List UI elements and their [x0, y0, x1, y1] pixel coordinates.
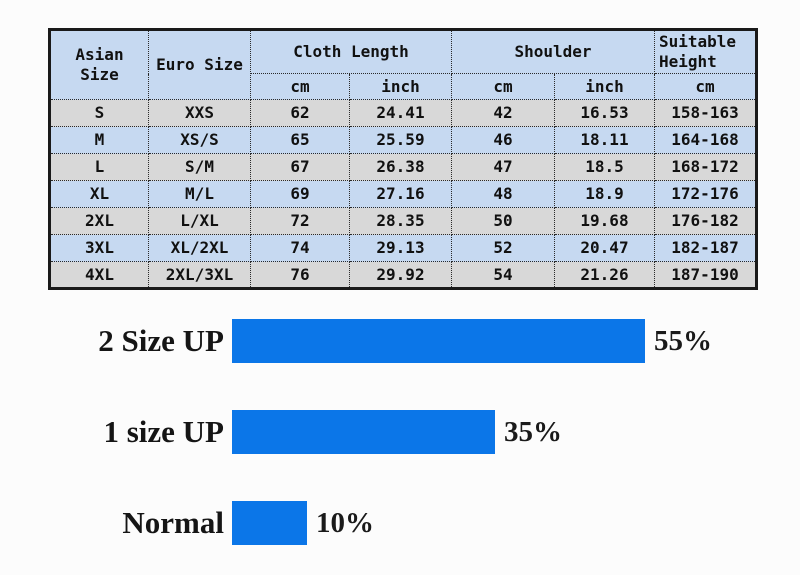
header-euro-size: Euro Size: [148, 29, 251, 100]
cell-cloth-length-cm: 76: [250, 261, 350, 289]
header-suitable-height: Suitable Height: [654, 29, 757, 74]
header-cloth-length: Cloth Length: [250, 29, 452, 74]
cell-shoulder-cm: 47: [451, 153, 555, 181]
cell-shoulder-cm: 48: [451, 180, 555, 208]
cell-shoulder-inch: 18.11: [554, 126, 655, 154]
header-shoulder-inch: inch: [554, 73, 655, 100]
cell-cloth-length-inch: 28.35: [349, 207, 452, 235]
cell-euro-size: XXS: [148, 99, 251, 127]
cell-asian-size: M: [49, 126, 149, 154]
header-height-cm: cm: [654, 73, 757, 100]
table-row: 2XL L/XL 72 28.35 50 19.68 176-182: [49, 207, 757, 235]
cell-asian-size: XL: [49, 180, 149, 208]
cell-shoulder-inch: 20.47: [554, 234, 655, 262]
cell-euro-size: XS/S: [148, 126, 251, 154]
cell-cloth-length-inch: 29.92: [349, 261, 452, 289]
size-table: Asian Size Euro Size Cloth Length Should…: [48, 28, 758, 290]
cell-shoulder-inch: 18.9: [554, 180, 655, 208]
cell-cloth-length-cm: 65: [250, 126, 350, 154]
cell-asian-size: 4XL: [49, 261, 149, 289]
chart-row: Normal 10%: [0, 500, 800, 546]
cell-asian-size: 3XL: [49, 234, 149, 262]
cell-shoulder-inch: 21.26: [554, 261, 655, 289]
cell-suitable-height-cm: 176-182: [654, 207, 757, 235]
cell-shoulder-inch: 16.53: [554, 99, 655, 127]
size-table-body: S XXS 62 24.41 42 16.53 158-163 M XS/S 65 25.59 46 1…: [49, 99, 757, 289]
header-cloth-cm: cm: [250, 73, 350, 100]
bar-category-label: Normal: [122, 505, 224, 540]
size-table-header: Asian Size Euro Size Cloth Length Should…: [49, 29, 757, 100]
size-up-bar-chart: 2 Size UP 55% 1 size UP 35% Normal 10%: [0, 318, 800, 546]
header-cloth-inch: inch: [349, 73, 452, 100]
table-row: M XS/S 65 25.59 46 18.11 164-168: [49, 126, 757, 154]
cell-shoulder-cm: 42: [451, 99, 555, 127]
table-row: L S/M 67 26.38 47 18.5 168-172: [49, 153, 757, 181]
cell-cloth-length-inch: 24.41: [349, 99, 452, 127]
cell-cloth-length-cm: 69: [250, 180, 350, 208]
header-shoulder-cm: cm: [451, 73, 555, 100]
cell-asian-size: S: [49, 99, 149, 127]
cell-cloth-length-cm: 62: [250, 99, 350, 127]
cell-shoulder-inch: 19.68: [554, 207, 655, 235]
cell-suitable-height-cm: 182-187: [654, 234, 757, 262]
cell-suitable-height-cm: 168-172: [654, 153, 757, 181]
chart-row: 2 Size UP 55%: [0, 318, 800, 364]
bar-category-label: 1 size UP: [103, 414, 224, 449]
bar-category-label: 2 Size UP: [98, 323, 224, 358]
cell-asian-size: L: [49, 153, 149, 181]
cell-suitable-height-cm: 187-190: [654, 261, 757, 289]
cell-cloth-length-cm: 74: [250, 234, 350, 262]
table-row: XL M/L 69 27.16 48 18.9 172-176: [49, 180, 757, 208]
cell-shoulder-cm: 54: [451, 261, 555, 289]
table-row: S XXS 62 24.41 42 16.53 158-163: [49, 99, 757, 127]
cell-euro-size: XL/2XL: [148, 234, 251, 262]
cell-suitable-height-cm: 172-176: [654, 180, 757, 208]
cell-cloth-length-inch: 26.38: [349, 153, 452, 181]
cell-asian-size: 2XL: [49, 207, 149, 235]
cell-euro-size: 2XL/3XL: [148, 261, 251, 289]
cell-suitable-height-cm: 158-163: [654, 99, 757, 127]
bar: [232, 501, 307, 545]
cell-shoulder-cm: 52: [451, 234, 555, 262]
cell-shoulder-cm: 46: [451, 126, 555, 154]
cell-shoulder-inch: 18.5: [554, 153, 655, 181]
table-row: 3XL XL/2XL 74 29.13 52 20.47 182-187: [49, 234, 757, 262]
cell-shoulder-cm: 50: [451, 207, 555, 235]
cell-cloth-length-cm: 72: [250, 207, 350, 235]
cell-cloth-length-cm: 67: [250, 153, 350, 181]
cell-euro-size: S/M: [148, 153, 251, 181]
cell-cloth-length-inch: 25.59: [349, 126, 452, 154]
cell-suitable-height-cm: 164-168: [654, 126, 757, 154]
cell-cloth-length-inch: 29.13: [349, 234, 452, 262]
header-asian-size: Asian Size: [49, 29, 149, 100]
chart-row: 1 size UP 35%: [0, 409, 800, 455]
bar-value-label: 55%: [654, 324, 712, 357]
cell-euro-size: M/L: [148, 180, 251, 208]
bar-value-label: 35%: [504, 415, 562, 448]
header-shoulder: Shoulder: [451, 29, 655, 74]
cell-cloth-length-inch: 27.16: [349, 180, 452, 208]
bar-value-label: 10%: [316, 506, 374, 539]
bar: [232, 410, 495, 454]
table-row: 4XL 2XL/3XL 76 29.92 54 21.26 187-190: [49, 261, 757, 289]
bar: [232, 319, 645, 363]
cell-euro-size: L/XL: [148, 207, 251, 235]
